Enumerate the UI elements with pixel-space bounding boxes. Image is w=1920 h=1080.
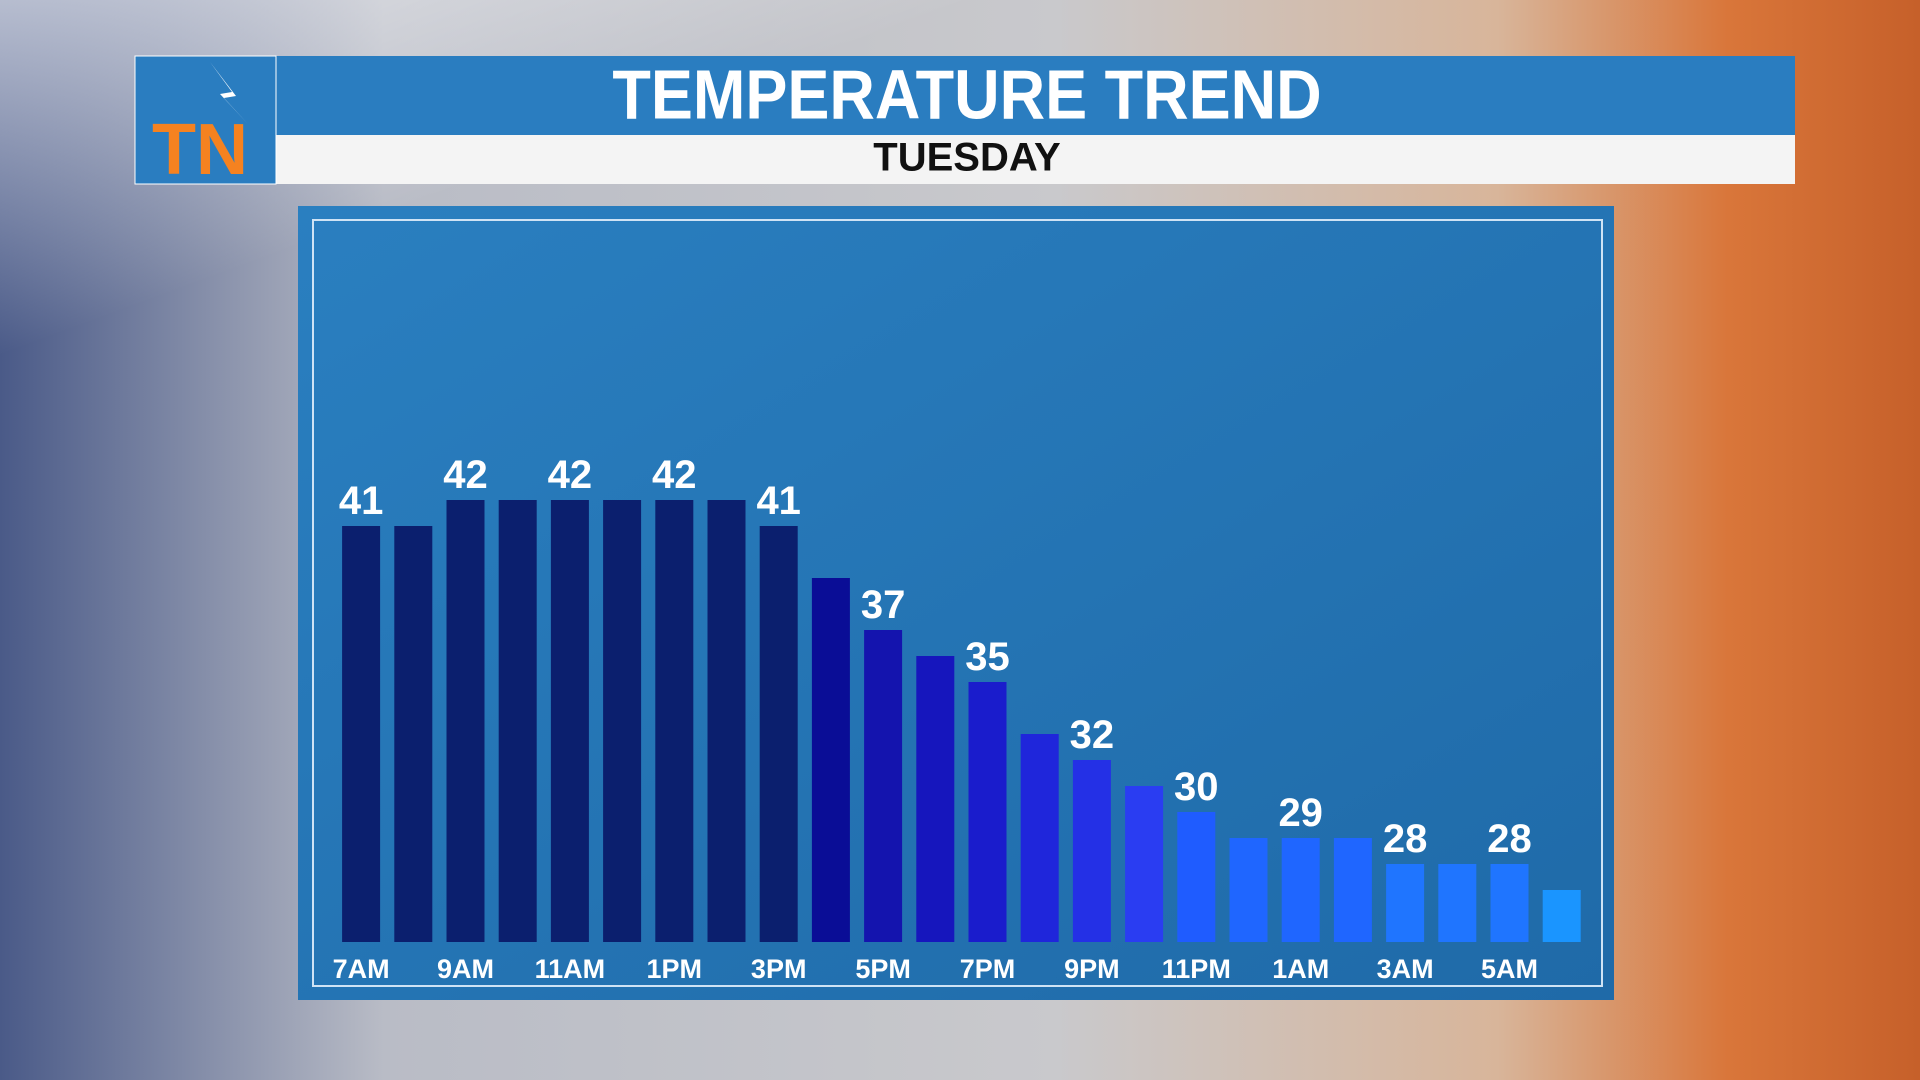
bar [603,500,642,942]
x-tick-label: 7AM [333,954,390,984]
bar [968,682,1007,942]
logo-bolt [210,62,248,124]
x-tick-label: 1PM [647,954,703,984]
x-tick-label: 11PM [1162,954,1231,984]
logo-text: TN [152,110,248,190]
bar [1020,734,1059,942]
bar [342,526,381,942]
bar [446,500,485,942]
bar [655,500,694,942]
value-label: 42 [548,453,593,497]
value-label: 37 [861,583,906,627]
x-tick-label: 3PM [751,954,807,984]
bar [1281,838,1320,942]
bar [759,526,798,942]
x-tick-label: 11AM [535,954,606,984]
bar [864,630,903,942]
value-label: 35 [965,635,1010,679]
bar [916,656,955,942]
bar [1333,838,1372,942]
value-label: 28 [1487,817,1532,861]
bar [1072,760,1111,942]
header-bar [135,56,1795,135]
value-label: 42 [443,453,488,497]
chart-subtitle: TUESDAY [873,136,1061,180]
bar [498,500,537,942]
x-tick-label: 9AM [437,954,494,984]
bar [1438,864,1477,942]
x-tick-label: 7PM [960,954,1016,984]
bar [811,578,850,942]
x-tick-label: 9PM [1064,954,1120,984]
panel-border [312,219,1603,987]
value-label: 28 [1383,817,1428,861]
subheader-bar [276,135,1795,184]
x-tick-label: 3AM [1377,954,1434,984]
value-label: 32 [1070,713,1115,757]
bar [707,500,746,942]
value-label: 41 [339,479,384,523]
bar [1542,890,1581,942]
bar [550,500,589,942]
bar [1177,812,1216,942]
x-tick-label: 5AM [1481,954,1538,984]
value-label: 41 [756,479,801,523]
value-label: 42 [652,453,697,497]
bar [1386,864,1425,942]
x-tick-label: 5PM [855,954,911,984]
value-label: 29 [1278,791,1323,835]
bar [1229,838,1268,942]
bar [1125,786,1164,942]
bar [1490,864,1529,942]
logo-box [134,55,277,185]
x-tick-label: 1AM [1272,954,1329,984]
bar [394,526,433,942]
chart-title: TEMPERATURE TREND [612,56,1321,134]
value-label: 30 [1174,765,1219,809]
